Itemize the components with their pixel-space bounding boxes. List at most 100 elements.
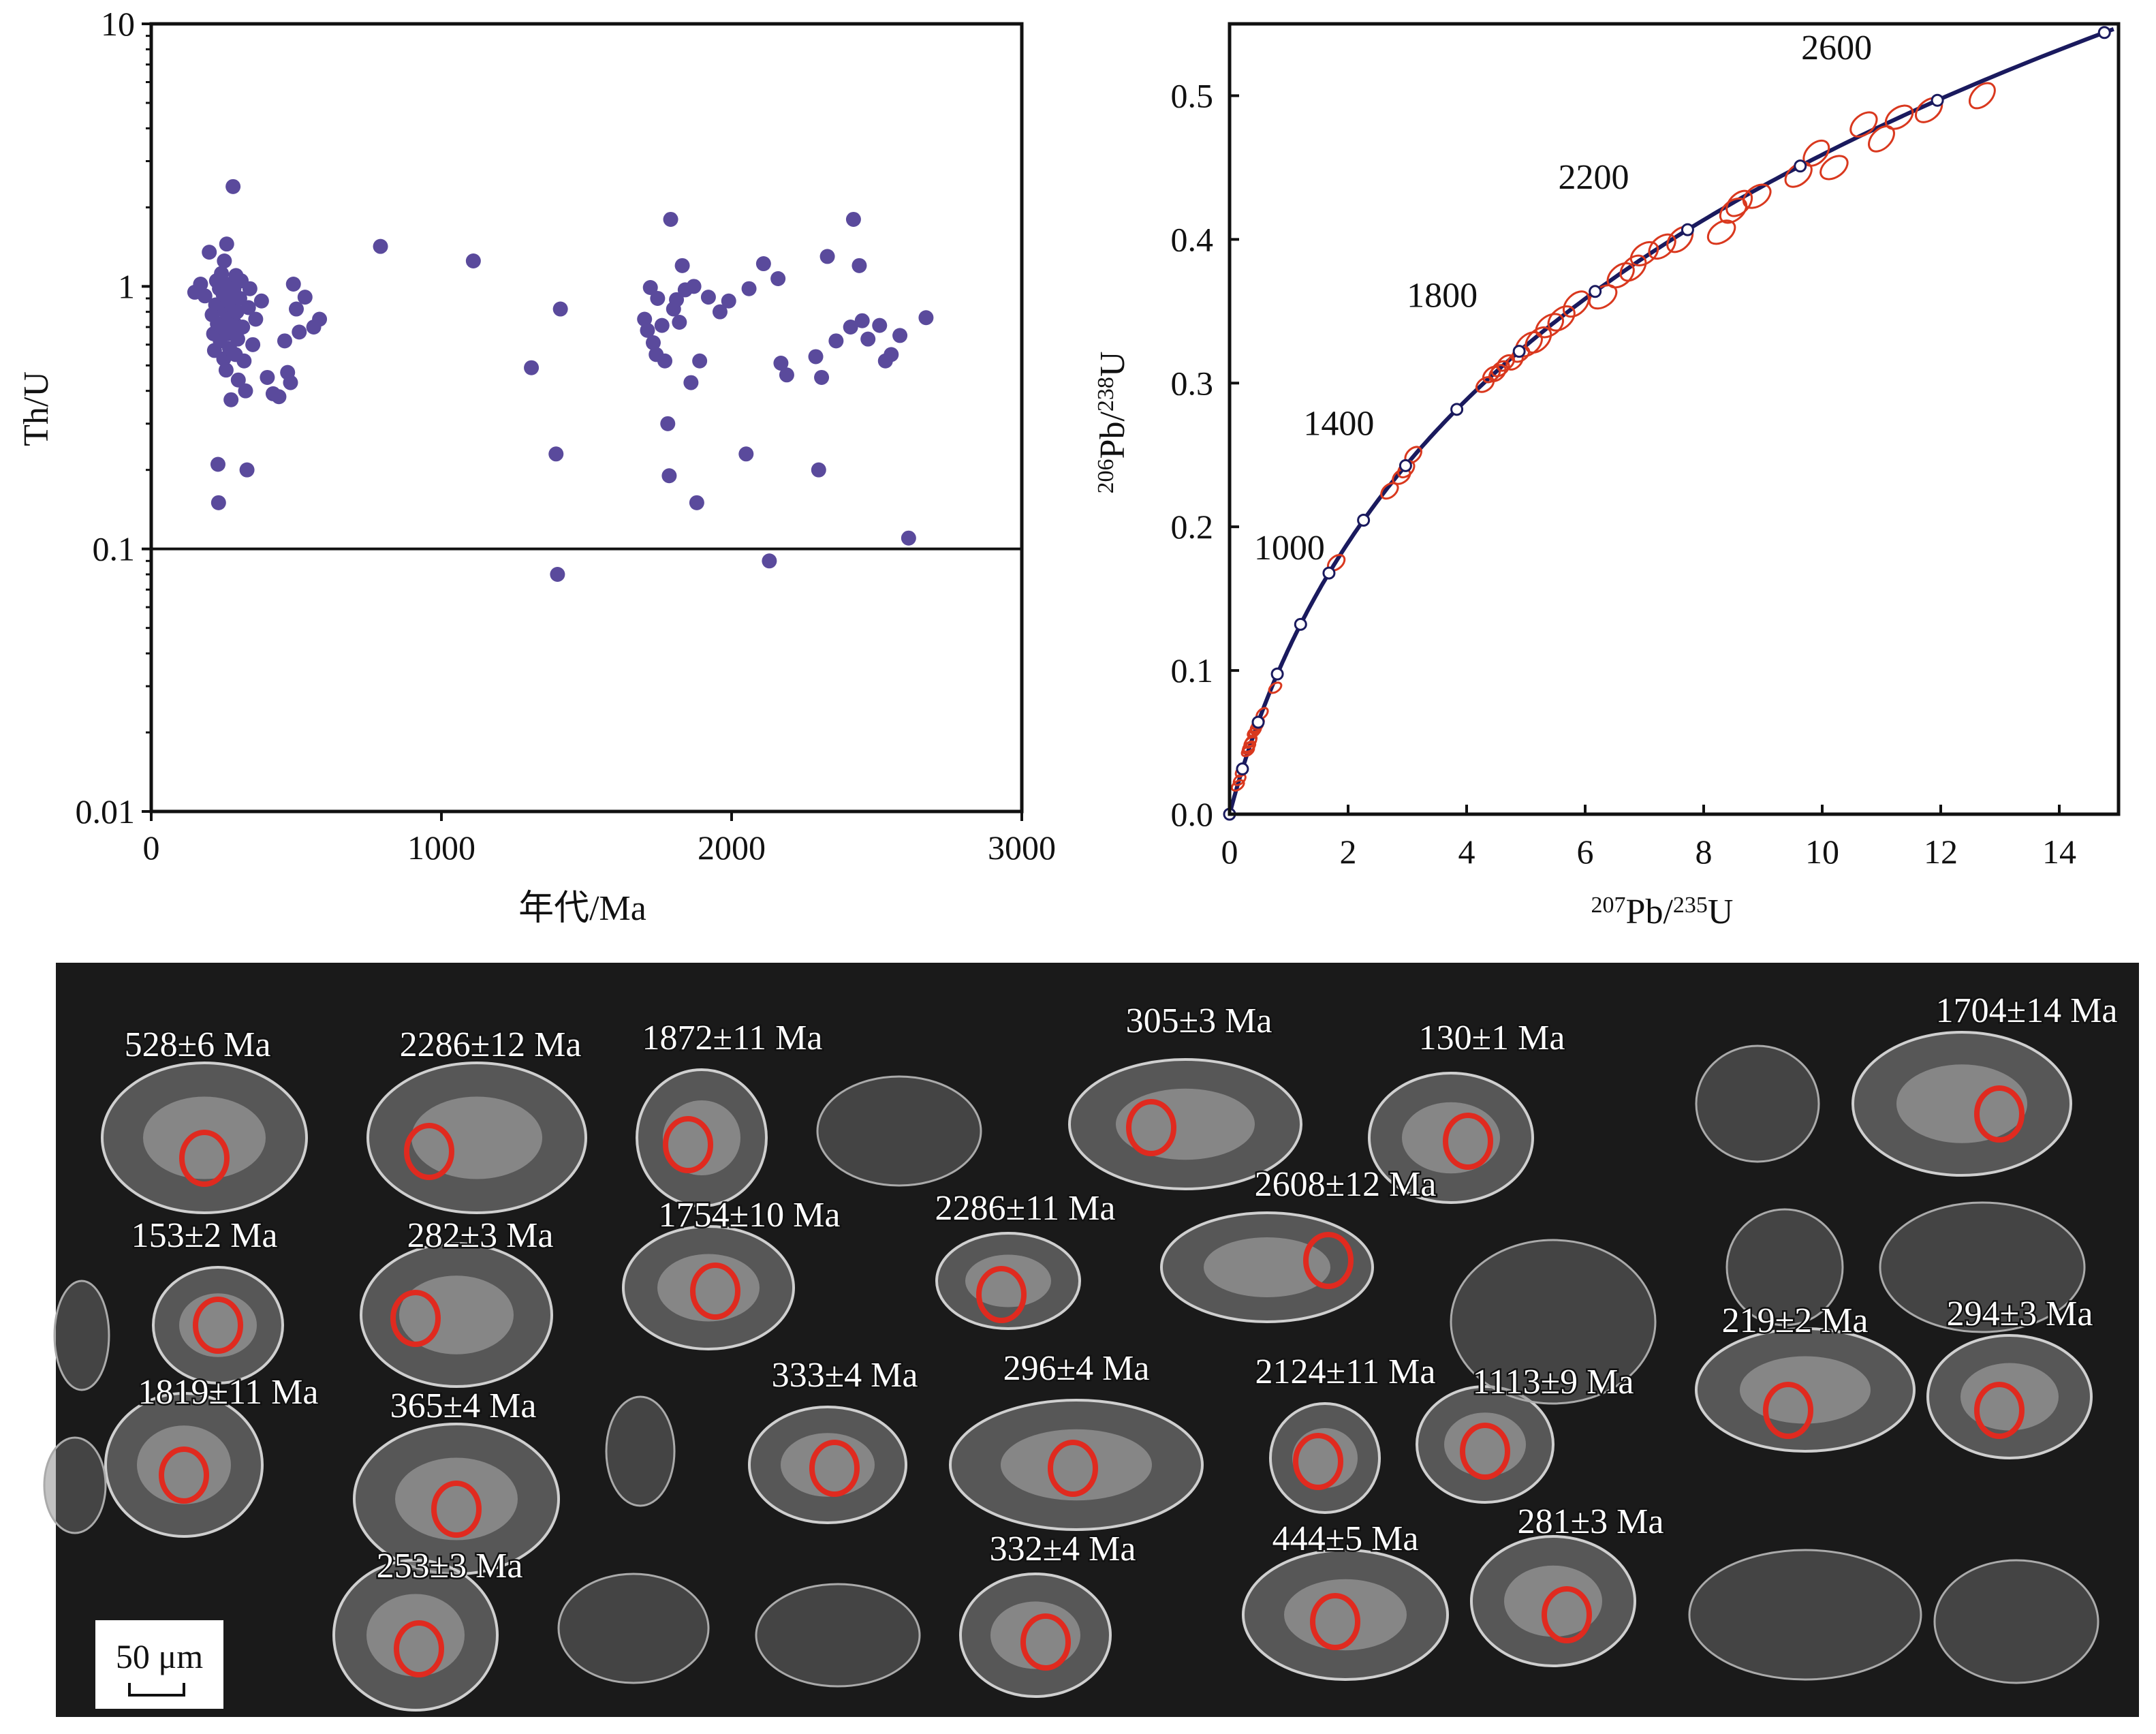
analysis-spot	[179, 1130, 230, 1187]
spot-age-label: 282±3 Ma	[407, 1216, 554, 1255]
thu-point	[253, 293, 269, 309]
thu-point	[683, 375, 699, 390]
analysis-ellipse	[1725, 189, 1753, 217]
concordia-y-tick-label: 0.0	[1171, 795, 1214, 833]
thu-point	[845, 211, 861, 227]
concordia-age-label: 2600	[1801, 29, 1872, 67]
thu-point	[230, 331, 245, 347]
zircon-grain	[935, 1232, 1081, 1330]
spot-age-label: 253±3 Ma	[377, 1547, 523, 1585]
thu-point	[663, 211, 678, 227]
thu-point	[762, 553, 777, 569]
thu-point	[661, 468, 677, 484]
thu-point	[650, 290, 666, 306]
zircon-grain	[360, 1242, 553, 1388]
thu-point	[225, 179, 241, 194]
thu-point	[852, 258, 867, 273]
concordia-age-node	[1450, 403, 1464, 416]
concordia-age-node	[1589, 285, 1602, 298]
concordia-x-tick-label: 14	[2042, 833, 2076, 871]
thu-point	[548, 446, 564, 462]
analysis-spot	[1310, 1593, 1360, 1650]
zircon-grain-core	[1292, 1428, 1358, 1488]
thu-point	[289, 301, 304, 317]
spot-age-label: 296±4 Ma	[1003, 1349, 1150, 1388]
thu-point	[260, 369, 275, 385]
zircon-grain-core	[1960, 1363, 2059, 1431]
zircon-grain	[101, 1062, 308, 1214]
thu-point	[860, 331, 876, 347]
analysis-ellipse	[1535, 313, 1565, 339]
concordia-y-tick-label: 0.3	[1171, 364, 1214, 402]
thu-point	[828, 333, 844, 349]
concordia-y-tick-label: 0.2	[1171, 508, 1214, 546]
thu-x-tick-label: 2000	[698, 829, 766, 867]
analysis-spot	[1763, 1382, 1813, 1439]
zircon-grain	[1695, 1044, 1820, 1163]
spot-age-label: 444±5 Ma	[1272, 1519, 1419, 1558]
concordia-y-axis: 0.0 0.1 0.2 0.3 0.4 0.5	[1171, 76, 1239, 833]
thu-x-tick-label: 0	[143, 829, 160, 867]
spot-age-label: 1872±11 Ma	[642, 1019, 823, 1057]
analysis-spot	[976, 1266, 1027, 1323]
concordia-age-node	[1251, 715, 1265, 729]
analysis-ellipse	[1648, 233, 1676, 260]
thu-point	[854, 313, 870, 328]
thu-point	[217, 253, 232, 268]
zircon-grain	[605, 1395, 676, 1507]
thu-point	[197, 288, 213, 304]
zircon-grain-core	[179, 1293, 257, 1357]
analysis-spot	[1974, 1085, 2025, 1143]
spot-age-label: 2124±11 Ma	[1255, 1352, 1436, 1391]
concordia-y-axis-label: 206Pb/238U	[1093, 352, 1132, 494]
concordia-age-node	[1931, 93, 1944, 107]
concordia-plot-frame	[1228, 22, 2121, 816]
analysis-ellipse	[1619, 254, 1647, 282]
thu-points	[187, 179, 934, 583]
analysis-spot	[193, 1297, 243, 1354]
thu-point	[872, 318, 888, 333]
thu-x-axis-label: 年代/Ma	[518, 889, 646, 928]
zircon-grain	[1068, 1058, 1302, 1190]
zircon-grain	[1688, 1549, 1922, 1681]
thu-x-tick-label: 3000	[988, 829, 1056, 867]
analysis-spot	[809, 1440, 860, 1497]
thu-y-tick-label: 10	[101, 5, 135, 43]
spot-age-label: 2608±12 Ma	[1255, 1165, 1437, 1204]
thu-point	[738, 446, 754, 462]
analysis-ellipse	[1868, 125, 1895, 153]
thu-y-axis: 0.01 0.1 1 10	[76, 5, 151, 831]
thu-point	[645, 335, 661, 351]
spot-age-label: 305±3 Ma	[1126, 1002, 1272, 1040]
zircon-grain	[1926, 1334, 2093, 1459]
concordia-x-tick-label: 12	[1924, 833, 1958, 871]
zircon-grain	[1160, 1211, 1374, 1323]
analysis-spot	[404, 1123, 454, 1180]
age-labels: 528±6 Ma 2286±12 Ma 1872±11 Ma 305±3 Ma 130±…	[123, 990, 2119, 1588]
zircon-grain-core	[1204, 1237, 1330, 1297]
concordia-age-node	[1794, 159, 1807, 173]
zircon-grain	[53, 1280, 110, 1391]
zircon-grain	[557, 1573, 710, 1684]
thu-y-tick-label: 0.01	[76, 792, 136, 831]
analysis-ellipse	[1629, 241, 1659, 267]
concordia-age-node	[1294, 617, 1307, 631]
thu-point	[312, 311, 328, 327]
analysis-ellipse	[1547, 305, 1576, 332]
thu-x-tick-label: 1000	[407, 829, 475, 867]
concordia-age-label: 1400	[1303, 404, 1374, 443]
zircon-grain-core	[1284, 1579, 1407, 1651]
concordia-age-nodes	[1223, 26, 2111, 821]
concordia-x-tick-label: 0	[1221, 833, 1238, 871]
scale-bar-label: 50 μm	[116, 1637, 203, 1675]
spot-age-label: 333±4 Ma	[772, 1356, 918, 1395]
concordia-age-node	[1236, 762, 1249, 776]
thu-point	[741, 281, 757, 296]
zircon-grain	[1269, 1402, 1381, 1514]
thu-point	[239, 462, 255, 478]
scale-bar	[128, 1683, 185, 1697]
concordia-y-tick-label: 0.1	[1171, 651, 1214, 690]
thu-point	[660, 416, 676, 431]
thu-point	[219, 236, 234, 252]
thu-point	[640, 322, 655, 338]
